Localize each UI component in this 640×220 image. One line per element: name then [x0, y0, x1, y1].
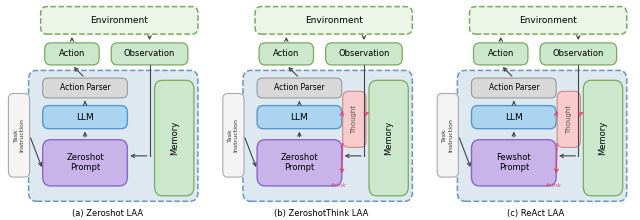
Text: Action Parser: Action Parser: [274, 84, 324, 92]
FancyBboxPatch shape: [259, 43, 314, 65]
FancyBboxPatch shape: [369, 80, 408, 196]
FancyBboxPatch shape: [472, 106, 556, 129]
Text: LLM: LLM: [291, 113, 308, 122]
FancyBboxPatch shape: [470, 7, 627, 34]
FancyBboxPatch shape: [472, 140, 556, 186]
Text: Memory: Memory: [384, 121, 393, 155]
Text: Action: Action: [488, 50, 514, 58]
Text: LLM: LLM: [76, 113, 94, 122]
FancyBboxPatch shape: [155, 80, 194, 196]
FancyBboxPatch shape: [8, 94, 29, 177]
FancyBboxPatch shape: [257, 140, 342, 186]
Text: Memory: Memory: [170, 121, 179, 155]
Text: (a) Zeroshot LAA: (a) Zeroshot LAA: [72, 209, 143, 218]
FancyBboxPatch shape: [223, 94, 244, 177]
FancyBboxPatch shape: [43, 106, 127, 129]
Text: Action: Action: [59, 50, 85, 58]
Text: think: think: [331, 183, 347, 188]
Text: (c) ReAct LAA: (c) ReAct LAA: [508, 209, 564, 218]
FancyBboxPatch shape: [243, 70, 412, 201]
Text: (b) ZeroshotThink LAA: (b) ZeroshotThink LAA: [275, 209, 369, 218]
Text: think: think: [545, 183, 561, 188]
FancyBboxPatch shape: [257, 106, 342, 129]
FancyBboxPatch shape: [41, 7, 198, 34]
FancyBboxPatch shape: [474, 43, 528, 65]
Text: Environment: Environment: [305, 16, 363, 25]
Text: Environment: Environment: [519, 16, 577, 25]
Text: Action Parser: Action Parser: [60, 84, 110, 92]
Text: LLM: LLM: [505, 113, 523, 122]
FancyBboxPatch shape: [326, 43, 403, 65]
FancyBboxPatch shape: [343, 91, 366, 147]
FancyBboxPatch shape: [557, 91, 580, 147]
Text: Action: Action: [273, 50, 300, 58]
FancyBboxPatch shape: [472, 78, 556, 98]
Text: Thought: Thought: [566, 105, 572, 134]
Text: Observation: Observation: [339, 50, 390, 58]
FancyBboxPatch shape: [540, 43, 617, 65]
Text: Thought: Thought: [351, 105, 357, 134]
Text: Action Parser: Action Parser: [488, 84, 539, 92]
Text: Observation: Observation: [124, 50, 175, 58]
FancyBboxPatch shape: [437, 94, 458, 177]
Text: Task
Instruction: Task Instruction: [228, 118, 239, 152]
Text: Task
Instruction: Task Instruction: [13, 118, 24, 152]
Text: Fewshot
Prompt: Fewshot Prompt: [497, 153, 531, 172]
FancyBboxPatch shape: [45, 43, 99, 65]
FancyBboxPatch shape: [255, 7, 412, 34]
Text: Zeroshot
Prompt: Zeroshot Prompt: [66, 153, 104, 172]
FancyBboxPatch shape: [458, 70, 627, 201]
FancyBboxPatch shape: [111, 43, 188, 65]
FancyBboxPatch shape: [43, 140, 127, 186]
Text: Observation: Observation: [553, 50, 604, 58]
Text: Memory: Memory: [598, 121, 607, 155]
FancyBboxPatch shape: [43, 78, 127, 98]
Text: Environment: Environment: [90, 16, 148, 25]
Text: Zeroshot
Prompt: Zeroshot Prompt: [280, 153, 318, 172]
Text: Task
Instruction: Task Instruction: [442, 118, 453, 152]
FancyBboxPatch shape: [584, 80, 623, 196]
FancyBboxPatch shape: [257, 78, 342, 98]
FancyBboxPatch shape: [29, 70, 198, 201]
